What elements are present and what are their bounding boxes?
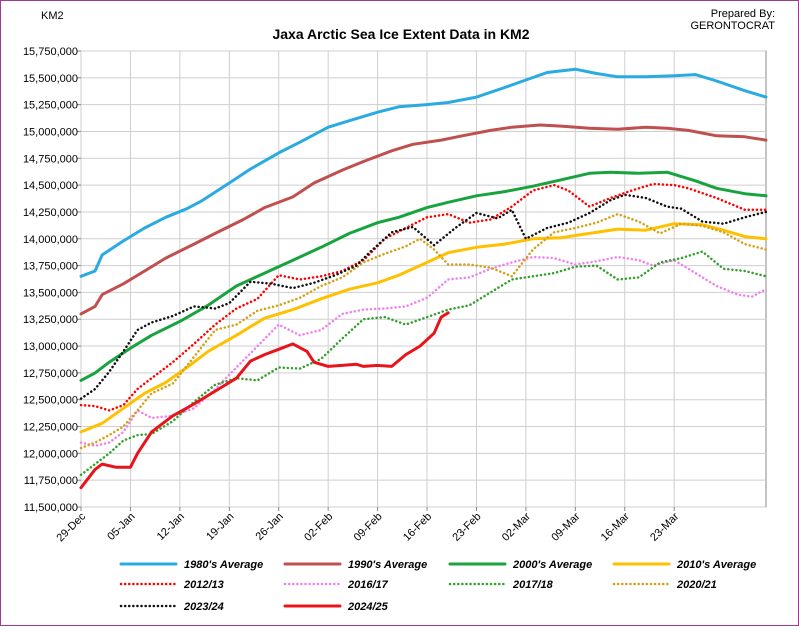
legend-label: 2012/13 xyxy=(183,579,224,591)
x-tick-label: 16-Mar xyxy=(599,510,632,543)
x-tick-label: 23-Mar xyxy=(648,510,681,543)
legend-label: 2017/18 xyxy=(512,579,554,591)
series-line-2020-21 xyxy=(79,212,768,450)
series-line-2000-s-average xyxy=(79,170,768,382)
y-tick-label: 12,250,000 xyxy=(23,422,78,434)
series-line-2017-18 xyxy=(79,250,768,477)
y-tick-label: 12,500,000 xyxy=(23,395,78,407)
x-tick-label: 09-Feb xyxy=(352,511,385,544)
y-tick-label: 13,750,000 xyxy=(23,261,78,273)
series-line-2010-s-average xyxy=(79,222,768,434)
y-tick-label: 11,500,000 xyxy=(24,502,78,514)
y-unit-label: KM2 xyxy=(41,10,64,22)
y-tick-label: 15,000,000 xyxy=(23,126,78,138)
y-tick-label: 15,750,000 xyxy=(23,46,78,58)
legend-label: 2020/21 xyxy=(676,579,717,591)
y-tick-label: 12,000,000 xyxy=(23,448,78,460)
legend-label: 2023/24 xyxy=(183,601,224,613)
series-line-2016-17 xyxy=(79,255,768,448)
series-line-2023-24 xyxy=(79,193,768,400)
plot-border xyxy=(80,50,767,508)
x-tick-label: 09-Mar xyxy=(549,510,582,543)
x-axis: 29-Dec 05-Jan 12-Jan 19-Jan 26-Jan 02-Feb 09-F… xyxy=(55,507,682,544)
x-tick-label: 29-Dec xyxy=(55,510,89,544)
y-tick-label: 14,500,000 xyxy=(23,180,78,192)
y-tick-label: 14,000,000 xyxy=(23,234,78,246)
chart-title: Jaxa Arctic Sea Ice Extent Data in KM2 xyxy=(272,26,529,42)
y-tick-label: 14,250,000 xyxy=(23,207,78,219)
x-tick-label: 02-Mar xyxy=(500,510,533,543)
legend: 1980's Average 1990's Average 2000's Avera… xyxy=(119,559,756,613)
x-tick-label: 23-Feb xyxy=(450,511,483,544)
legend-label: 2000's Average xyxy=(512,559,592,571)
series-lines xyxy=(79,67,768,490)
x-tick-label: 12-Jan xyxy=(155,511,187,543)
legend-label: 2010's Average xyxy=(676,559,756,571)
y-tick-label: 15,500,000 xyxy=(23,73,78,85)
credit-line-1: Prepared By: xyxy=(711,8,775,20)
x-tick-label: 19-Jan xyxy=(204,511,236,543)
x-tick-label: 26-Jan xyxy=(254,511,286,543)
y-tick-label: 12,750,000 xyxy=(23,368,78,380)
plot-area xyxy=(80,50,767,508)
x-tick-label: 02-Feb xyxy=(302,511,335,544)
credit-line-2: GERONTOCRAT xyxy=(690,20,775,32)
y-tick-label: 15,250,000 xyxy=(23,100,78,112)
y-tick-label: 14,750,000 xyxy=(23,153,78,165)
y-tick-label: 13,000,000 xyxy=(23,341,78,353)
legend-label: 1990's Average xyxy=(348,559,427,571)
y-tick-label: 13,500,000 xyxy=(23,287,78,299)
series-line-2024-25 xyxy=(79,311,450,490)
series-line-2012-13 xyxy=(79,182,768,412)
legend-label: 2016/17 xyxy=(347,579,389,591)
legend-label: 2024/25 xyxy=(347,601,389,613)
series-line-1980-s-average xyxy=(79,67,768,278)
series-line-1990-s-average xyxy=(79,123,768,316)
x-tick-label: 05-Jan xyxy=(105,511,137,543)
y-axis: 11,500,000 11,750,000 12,000,000 12,250,000… xyxy=(23,46,81,514)
legend-label: 1980's Average xyxy=(184,559,263,571)
y-tick-label: 11,750,000 xyxy=(24,475,78,487)
y-tick-label: 13,250,000 xyxy=(23,314,78,326)
gridlines xyxy=(80,50,766,508)
x-tick-label: 16-Feb xyxy=(401,511,434,544)
